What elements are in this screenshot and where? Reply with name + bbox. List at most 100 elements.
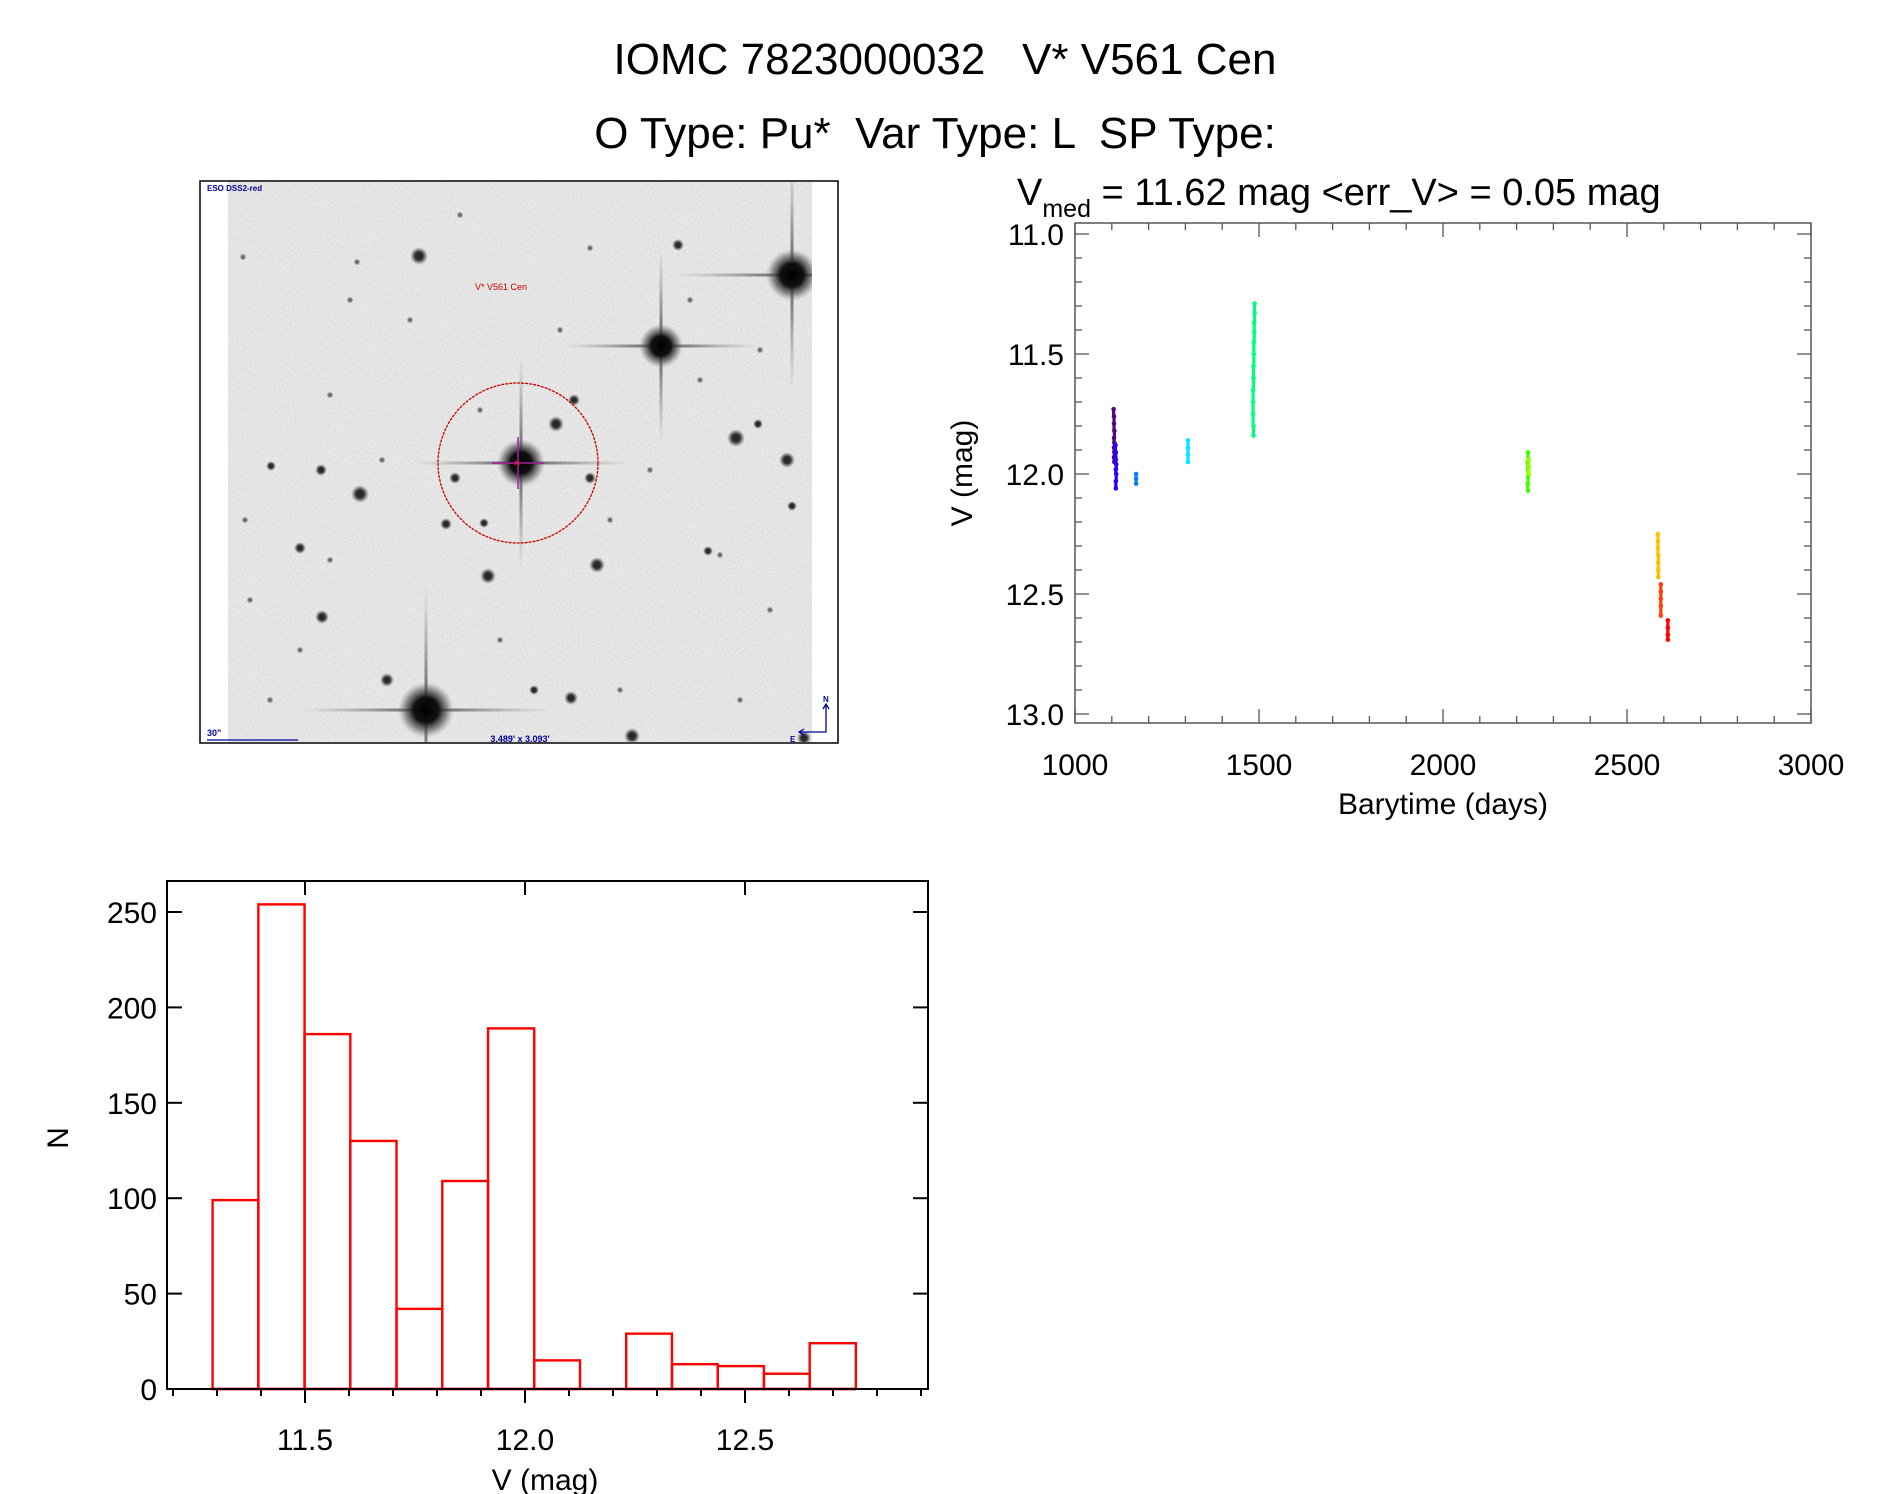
data-point-trail bbox=[1112, 438, 1116, 443]
data-point-trail bbox=[1659, 606, 1663, 616]
histogram-bar bbox=[762, 1372, 811, 1391]
histogram-bar bbox=[303, 1032, 352, 1391]
star bbox=[727, 429, 745, 447]
data-point-trail bbox=[1251, 390, 1255, 402]
star-spike bbox=[424, 584, 428, 743]
star bbox=[568, 394, 580, 406]
y-tick-label: 250 bbox=[107, 897, 157, 930]
star bbox=[586, 244, 594, 252]
vmed-symbol: V bbox=[1017, 172, 1043, 214]
vmed-line: Vmed = 11.62 mag <err_V> = 0.05 mag bbox=[1017, 172, 1661, 223]
data-point bbox=[1526, 471, 1532, 477]
data-point bbox=[1185, 459, 1191, 465]
east-label: E bbox=[790, 735, 796, 744]
star bbox=[479, 518, 489, 528]
star bbox=[624, 728, 640, 743]
data-point-trail bbox=[1526, 476, 1530, 484]
star bbox=[315, 464, 327, 476]
histogram-bar bbox=[395, 1307, 444, 1391]
star bbox=[703, 546, 713, 556]
x-tick-label: 1000 bbox=[1042, 749, 1109, 782]
star bbox=[406, 316, 414, 324]
star bbox=[266, 696, 274, 704]
y-tick-label: 12.5 bbox=[1006, 579, 1064, 612]
y-axis-label: N bbox=[42, 1127, 75, 1149]
star bbox=[246, 596, 254, 604]
plot-frame bbox=[1074, 222, 1812, 724]
x-tick-label: 2500 bbox=[1594, 749, 1661, 782]
star bbox=[294, 542, 306, 554]
data-point-trail bbox=[1251, 414, 1255, 426]
data-point-trail bbox=[1114, 481, 1118, 489]
scale-label: 30" bbox=[207, 728, 221, 738]
plot-frame bbox=[166, 880, 929, 1390]
y-tick-label: 100 bbox=[107, 1183, 157, 1216]
star bbox=[556, 326, 564, 334]
data-point-trail bbox=[1252, 322, 1256, 333]
star bbox=[766, 249, 812, 301]
star bbox=[696, 376, 704, 384]
finder-image: × ESO DSS2-red V* V561 Cen 30" 3.489' x … bbox=[199, 180, 839, 744]
star-field bbox=[239, 181, 812, 743]
vmed-subscript: med bbox=[1042, 195, 1091, 223]
data-point-trail bbox=[1134, 474, 1138, 479]
data-point-trail bbox=[1252, 313, 1257, 323]
title-line1: IOMC 7823000032 V* V561 Cen bbox=[614, 35, 1277, 84]
data-point-trail bbox=[1252, 303, 1257, 314]
star bbox=[548, 416, 564, 432]
star bbox=[756, 346, 764, 354]
data-point-trail bbox=[1252, 342, 1256, 354]
title-line2: O Type: Pu* Var Type: L SP Type: bbox=[594, 109, 1276, 158]
data-point bbox=[1655, 574, 1661, 580]
histogram-bar bbox=[716, 1364, 766, 1391]
histogram-bar bbox=[441, 1179, 490, 1391]
data-point-trail bbox=[1659, 598, 1663, 606]
star bbox=[266, 461, 276, 471]
data-point-trail bbox=[1251, 366, 1256, 378]
data-point-trail bbox=[1112, 409, 1116, 417]
star bbox=[239, 253, 247, 261]
star bbox=[646, 466, 654, 474]
data-point bbox=[1658, 613, 1664, 618]
star bbox=[564, 691, 578, 705]
data-point-trail bbox=[1252, 354, 1256, 366]
y-tick-label: 11.0 bbox=[1008, 219, 1064, 252]
star bbox=[639, 324, 683, 368]
star bbox=[529, 685, 539, 695]
survey-label: ESO DSS2-red bbox=[207, 184, 262, 193]
star bbox=[398, 682, 454, 738]
data-point-trail bbox=[1112, 423, 1116, 431]
target-circle bbox=[437, 382, 599, 544]
data-point-trail bbox=[1656, 534, 1660, 542]
star bbox=[476, 406, 484, 414]
data-point-trail bbox=[1666, 620, 1670, 628]
data-point-trail bbox=[1114, 474, 1118, 482]
y-tick-label: 50 bbox=[124, 1279, 157, 1312]
star bbox=[326, 391, 334, 399]
data-point bbox=[1525, 488, 1531, 494]
y-tick-label: 12.0 bbox=[1006, 459, 1064, 492]
star bbox=[589, 557, 605, 573]
light-curve-chart: 1000 1500 2000 2500 3000 11.0 11.5 12.0 12.5 13.0… bbox=[946, 219, 1844, 821]
data-point-trail bbox=[1186, 454, 1190, 462]
histogram-bar bbox=[257, 903, 306, 1391]
y-tick-label: 200 bbox=[107, 992, 157, 1025]
star bbox=[410, 247, 428, 265]
data-point-trail bbox=[1527, 459, 1531, 467]
histogram-bar bbox=[349, 1139, 398, 1391]
data-point-trail bbox=[1656, 541, 1660, 549]
y-tick-label: 150 bbox=[107, 1088, 157, 1121]
data-point-trail bbox=[1656, 570, 1660, 578]
data-point-trail bbox=[1251, 402, 1255, 414]
star bbox=[716, 551, 724, 559]
target-marker-icon: × bbox=[513, 456, 520, 470]
data-point-trail bbox=[1656, 555, 1660, 563]
histogram-bar bbox=[625, 1332, 674, 1391]
histogram-chart: 0 50 100 150 200 250 11.5 12.0 12.5 V (mag) N bbox=[42, 880, 929, 1494]
star bbox=[616, 686, 624, 694]
histogram-bar bbox=[211, 1198, 260, 1391]
star bbox=[606, 516, 614, 524]
data-point bbox=[1665, 637, 1671, 642]
data-point-trail bbox=[1666, 627, 1670, 635]
